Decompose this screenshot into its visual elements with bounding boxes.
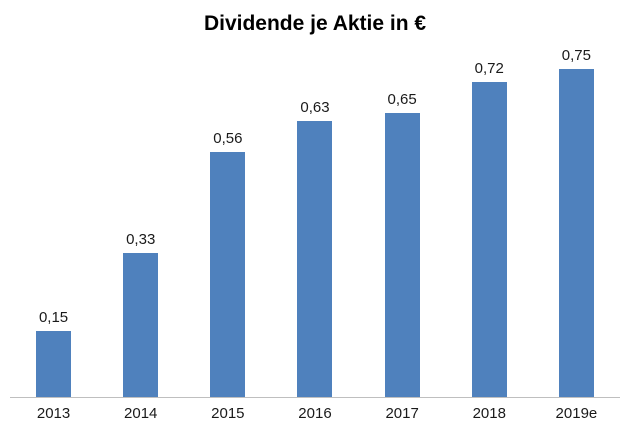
bar-group: 0,56 xyxy=(185,47,271,397)
bar-group: 0,72 xyxy=(446,47,532,397)
x-axis: 2013 2014 2015 2016 2017 2018 2019e xyxy=(10,398,620,422)
x-axis-label: 2017 xyxy=(385,405,419,422)
bar-value-label: 0,56 xyxy=(213,130,243,147)
bar-value-label: 0,72 xyxy=(474,60,504,77)
bar xyxy=(297,121,333,397)
bar-value-label: 0,65 xyxy=(387,90,417,108)
x-axis-label: 2016 xyxy=(298,405,332,422)
bar-value-label: 0,75 xyxy=(561,47,591,64)
bar-group: 0,33 xyxy=(98,47,184,397)
bar xyxy=(123,252,159,397)
bar-value-label: 0,15 xyxy=(38,309,69,327)
bar xyxy=(384,112,420,397)
bar xyxy=(558,69,594,397)
bar xyxy=(36,331,72,397)
bar-group: 0,15 xyxy=(11,47,97,397)
x-axis-label: 2013 xyxy=(36,405,71,422)
bar-group: 0,63 xyxy=(272,47,358,397)
x-axis-label: 2018 xyxy=(472,405,506,422)
plot-area: 0,15 0,33 0,56 0,63 0,65 0,72 0,75 xyxy=(10,47,620,398)
x-axis-label: 2014 xyxy=(124,405,158,422)
bar-value-label: 0,33 xyxy=(126,230,156,248)
bar-group: 0,65 xyxy=(359,47,445,397)
bar xyxy=(471,82,507,397)
bar-group: 0,75 xyxy=(533,47,619,397)
x-axis-label: 2015 xyxy=(211,405,245,422)
bar-value-label: 0,63 xyxy=(300,99,330,117)
bar xyxy=(210,152,246,397)
chart-title: Dividende je Aktie in € xyxy=(203,12,427,35)
x-axis-label: 2019e xyxy=(555,405,598,422)
